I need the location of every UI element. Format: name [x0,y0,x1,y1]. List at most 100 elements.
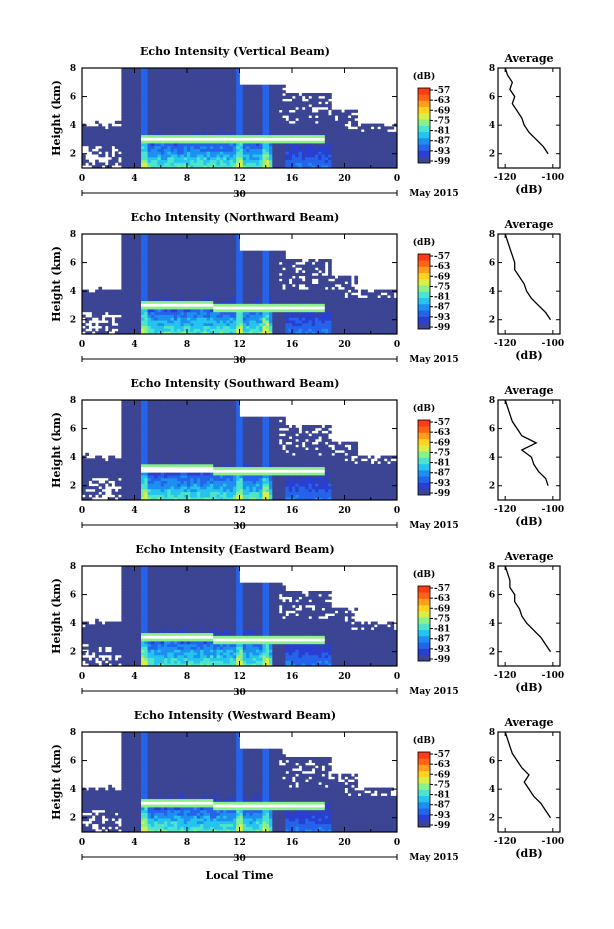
heatmap-cell [88,134,93,138]
heatmap-cell [190,81,194,86]
heatmap-cell [183,250,188,254]
heatmap-cell [213,134,217,138]
heatmap-cell [216,256,221,260]
heatmap-cell [193,156,198,161]
heatmap-cell [170,81,175,86]
heatmap-cell [324,156,329,161]
heatmap-cell [232,314,237,318]
heatmap-cell [249,129,254,133]
x-tick-label: 4 [131,174,137,184]
heatmap-cell [180,165,185,169]
heatmap-cell [167,70,171,74]
heatmap-cell [85,159,89,163]
heatmap-cell [167,328,171,332]
x-tick-label: 12 [233,174,246,184]
heatmap-cell [160,322,165,327]
heatmap-cell [223,106,227,111]
heatmap-cell [213,239,217,243]
heatmap-cell [121,120,126,124]
heatmap-cell [124,311,129,315]
heatmap-cell [275,270,280,274]
heatmap-cell [121,253,126,257]
heatmap-cell [259,322,263,327]
heatmap-cell [154,245,158,249]
heatmap-cell [292,115,296,119]
heatmap-cell [131,317,135,321]
heatmap-cell [252,112,257,116]
heatmap-cell [275,106,280,111]
heatmap-cell [190,278,194,282]
heatmap-cell [137,115,142,119]
heatmap-cell [236,275,240,279]
heatmap-cell [124,261,129,265]
heatmap-cell [278,129,283,133]
heatmap-cell [249,123,254,127]
heatmap-cell [200,234,204,238]
heatmap-cell [269,328,273,332]
heatmap-cell [164,106,168,111]
heatmap-cell [308,120,313,124]
heatmap-cell [141,281,145,285]
heatmap-cell [311,93,316,97]
heatmap-cell [259,162,263,166]
heatmap-cell [380,126,385,130]
heatmap-cell [180,81,185,86]
heatmap-cell [278,131,283,136]
heatmap-cell [314,165,319,169]
heatmap-cell [203,309,208,313]
heatmap-cell [209,90,214,94]
heatmap-cell [318,148,322,152]
heatmap-cell [216,281,221,285]
heatmap-cell [124,331,129,335]
heatmap-cell [262,123,267,127]
heatmap-cell [154,68,158,72]
heatmap-cell [262,95,267,99]
heatmap-cell [328,131,332,136]
heatmap-cell [203,109,208,113]
heatmap-cell [157,154,162,158]
heatmap-cell [305,156,309,161]
heatmap-cell [328,322,332,327]
heatmap-cell [147,281,152,285]
heatmap-cell [127,286,132,290]
heatmap-cell [282,278,286,282]
heatmap-cell [167,256,171,260]
heatmap-cell [246,292,250,296]
heatmap-cell [85,137,89,141]
heatmap-cell [157,73,162,77]
heatmap-cell [380,151,385,155]
heatmap-cell [173,292,178,296]
heatmap-cell [170,234,175,238]
heatmap-cell [141,159,145,163]
heatmap-cell [167,295,171,299]
heatmap-cell [127,134,132,138]
heatmap-cell [183,98,188,102]
heatmap-cell [226,106,231,111]
heatmap-cell [160,245,165,249]
heatmap-cell [324,309,329,313]
heatmap-cell [157,322,162,327]
heatmap-cell [328,261,332,265]
heatmap-cell [236,292,240,296]
heatmap-cell [219,76,224,80]
heatmap-cell [269,156,273,161]
heatmap-cell [298,109,303,113]
heatmap-cell [295,93,299,97]
heatmap-cell [282,261,286,265]
heatmap-cell [213,275,217,279]
heatmap-cell [203,137,208,141]
heatmap-cell [249,253,254,257]
heatmap-cell [82,300,86,304]
heatmap-cell [292,314,296,318]
heatmap-cell [249,259,254,263]
heatmap-cell [157,76,162,80]
heatmap-cell [229,109,234,113]
heatmap-cell [252,331,257,335]
heatmap-cell [269,95,273,99]
heatmap-cell [101,306,106,310]
colorbar-tick-label: -81 [434,127,450,137]
heatmap-cell [150,309,155,313]
heatmap-cell [223,134,227,138]
heatmap-cell [187,309,191,313]
